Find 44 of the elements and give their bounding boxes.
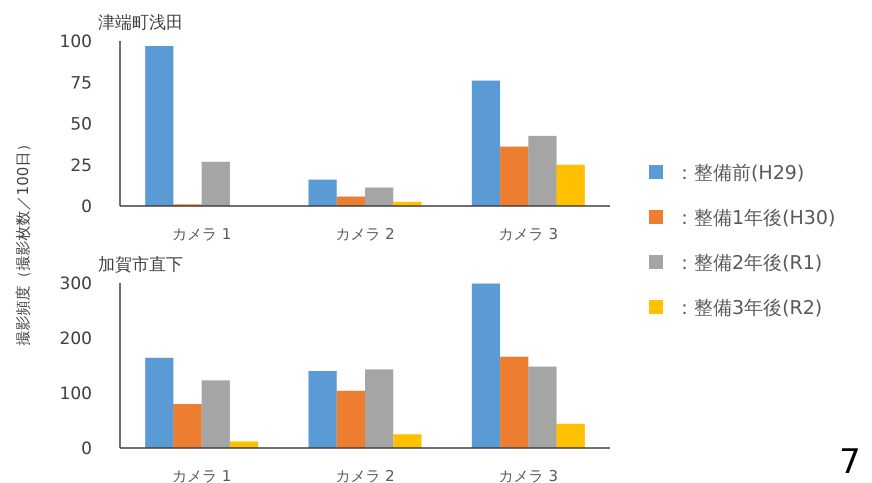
bar (556, 424, 585, 448)
bar (145, 358, 174, 448)
bar (202, 162, 230, 206)
y-tick-label: 75 (70, 73, 92, 94)
x-tick-label: カメラ 1 (172, 467, 232, 483)
y-tick-label: 0 (81, 439, 92, 459)
y-tick-label: 100 (60, 384, 92, 404)
bar (230, 441, 258, 448)
bar (365, 188, 394, 206)
bar (528, 366, 557, 448)
bar (500, 356, 528, 448)
y-tick-label: 300 (60, 274, 92, 294)
bar (145, 46, 174, 206)
bar (500, 146, 528, 206)
chart-title: 加賀市直下 (98, 255, 183, 275)
bar (365, 369, 394, 448)
bar (393, 434, 422, 448)
text: 7 (839, 442, 861, 482)
x-tick-label: カメラ 3 (498, 467, 558, 483)
bar (173, 404, 202, 448)
y-tick-label: 25 (70, 156, 92, 176)
bar (308, 180, 337, 206)
x-tick-label: カメラ 1 (172, 225, 232, 243)
bar (556, 164, 585, 206)
bar (472, 80, 500, 206)
legend-label: ：整備2年後(R1) (675, 252, 822, 274)
legend-label: ：整備1年後(H30) (675, 207, 836, 229)
y-tick-label: 0 (81, 197, 92, 217)
x-tick-label: カメラ 3 (498, 225, 558, 243)
y-tick-label: 200 (60, 329, 92, 349)
bar (308, 371, 337, 448)
chart-title: 津端町浅田 (98, 13, 183, 33)
x-tick-label: カメラ 2 (335, 467, 395, 483)
y-axis-title: 撮影頻度（撮影枚数／100日） (14, 136, 32, 346)
y-tick-label: 100 (60, 32, 92, 52)
bar (472, 284, 500, 448)
bar (202, 380, 230, 448)
y-tick-label: 50 (70, 114, 92, 134)
bar (528, 136, 557, 206)
legend-label: ：整備前(H29) (675, 162, 804, 184)
bar (336, 390, 365, 448)
bar (336, 196, 365, 206)
legend-label: ：整備3年後(R2) (675, 297, 822, 319)
x-tick-label: カメラ 2 (335, 225, 395, 243)
